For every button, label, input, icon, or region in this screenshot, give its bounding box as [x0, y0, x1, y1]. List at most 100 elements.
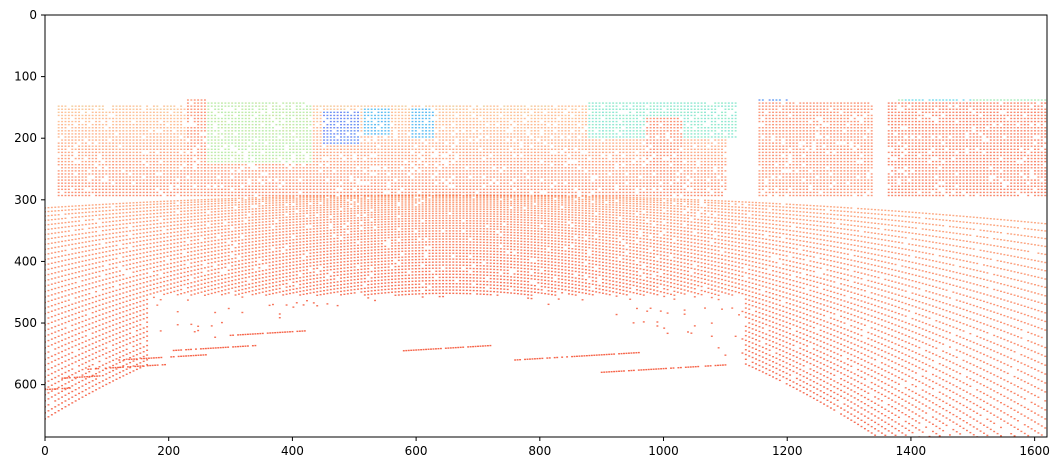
lidar-point — [969, 297, 971, 298]
lidar-point — [235, 240, 237, 241]
lidar-point — [510, 209, 512, 210]
lidar-point — [738, 234, 740, 235]
lidar-point — [95, 244, 97, 245]
lidar-point — [150, 210, 152, 211]
lidar-point — [854, 230, 856, 231]
lidar-point — [874, 265, 876, 266]
lidar-point — [741, 224, 743, 225]
lidar-point — [650, 214, 652, 215]
lidar-point — [184, 223, 186, 224]
lidar-point — [707, 202, 709, 203]
lidar-point — [969, 282, 971, 283]
lidar-point — [58, 276, 60, 277]
lidar-point — [990, 244, 992, 245]
lidar-point — [330, 219, 332, 220]
lidar-point — [595, 218, 597, 219]
lidar-point — [922, 252, 924, 253]
lidar-point — [412, 220, 414, 221]
lidar-point — [497, 228, 499, 229]
lidar-point — [575, 209, 577, 210]
lidar-point — [1027, 228, 1029, 229]
lidar-point — [874, 276, 876, 277]
lidar-point — [827, 240, 829, 241]
lidar-point — [449, 204, 451, 205]
lidar-point — [65, 231, 67, 232]
lidar-point — [92, 204, 94, 205]
lidar-point — [718, 239, 720, 240]
lidar-point — [939, 274, 941, 275]
lidar-point — [711, 231, 713, 232]
lidar-point — [565, 235, 567, 236]
lidar-point — [656, 198, 658, 199]
lidar-point — [446, 198, 448, 199]
lidar-point — [650, 209, 652, 210]
lidar-point — [122, 252, 124, 253]
lidar-point — [177, 228, 179, 229]
lidar-point — [265, 239, 267, 240]
lidar-point — [959, 266, 961, 267]
lidar-point — [990, 259, 992, 260]
lidar-point — [412, 197, 414, 198]
lidar-point — [473, 228, 475, 229]
lidar-point — [381, 207, 383, 208]
lidar-point — [330, 197, 332, 198]
lidar-point — [517, 214, 519, 215]
lidar-point — [633, 228, 635, 229]
lidar-point — [299, 203, 301, 204]
lidar-point — [1014, 234, 1016, 235]
lidar-point — [619, 202, 621, 203]
lidar-point — [741, 259, 743, 260]
lidar-point — [211, 217, 213, 218]
lidar-point — [775, 253, 777, 254]
lidar-point — [1017, 344, 1019, 345]
lidar-point — [765, 231, 767, 232]
lidar-point — [170, 203, 172, 204]
lidar-point — [1020, 242, 1022, 243]
lidar-point — [721, 225, 723, 226]
lidar-point — [163, 248, 165, 249]
lidar-point — [707, 207, 709, 208]
lidar-point — [966, 261, 968, 262]
lidar-point — [527, 197, 529, 198]
lidar-point — [748, 210, 750, 211]
lidar-point — [139, 202, 141, 203]
lidar-point — [432, 206, 434, 207]
lidar-point — [755, 229, 757, 230]
lidar-point — [177, 217, 179, 218]
lidar-point — [793, 243, 795, 244]
lidar-point — [184, 205, 186, 206]
lidar-point — [333, 213, 335, 214]
lidar-point — [636, 216, 638, 217]
lidar-point — [463, 215, 465, 216]
lidar-point — [660, 221, 662, 222]
lidar-point — [357, 196, 359, 197]
lidar-point — [520, 214, 522, 215]
lidar-point — [687, 245, 689, 246]
lidar-point — [452, 217, 454, 218]
lidar-point — [524, 199, 526, 200]
lidar-point — [578, 231, 580, 232]
lidar-point — [874, 293, 876, 294]
lidar-point — [384, 232, 386, 233]
lidar-point — [724, 218, 726, 219]
lidar-point — [439, 225, 441, 226]
lidar-point — [745, 235, 747, 236]
lidar-point — [180, 224, 182, 225]
lidar-point — [612, 237, 614, 238]
lidar-point — [109, 233, 111, 234]
lidar-point — [320, 219, 322, 220]
lidar-point — [735, 230, 737, 231]
lidar-point — [905, 297, 907, 298]
lidar-point — [571, 236, 573, 237]
lidar-point — [823, 213, 825, 214]
lidar-point — [901, 277, 903, 278]
lidar-point — [459, 228, 461, 229]
lidar-point — [218, 229, 220, 230]
lidar-point — [190, 226, 192, 227]
lidar-point — [500, 202, 502, 203]
lidar-point — [639, 203, 641, 204]
lidar-point — [160, 234, 162, 235]
lidar-point — [109, 246, 111, 247]
lidar-point — [449, 197, 451, 198]
lidar-point — [963, 247, 965, 248]
